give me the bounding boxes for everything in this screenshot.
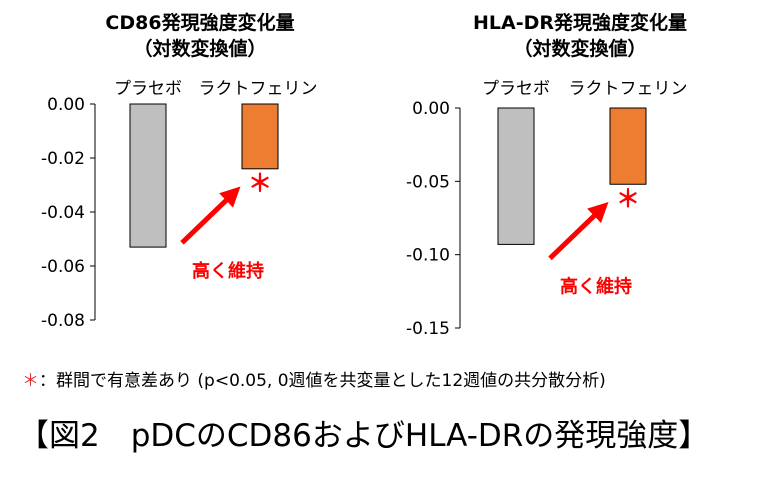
chart2-title-main: HLA-DR発現強度変化量: [472, 12, 687, 34]
category-label: ラクトフェリン: [199, 79, 318, 99]
annotation-label: 高く維持: [192, 260, 264, 282]
annotation-label: 高く維持: [560, 275, 632, 297]
category-label: プラセボ: [482, 79, 550, 99]
chart2-title-sub: （対数変換値）: [513, 38, 647, 60]
y-tick-label: -0.02: [41, 149, 85, 169]
arrow-icon: [180, 186, 241, 245]
bar-lactoferrin: [241, 103, 279, 170]
chart2-title: HLA-DR発現強度変化量 （対数変換値）: [440, 10, 720, 62]
bar-lactoferrin: [609, 107, 647, 185]
significance-star: ＊: [616, 184, 640, 212]
significance-star: ＊: [248, 169, 272, 197]
chart1-title: CD86発現強度変化量 （対数変換値）: [70, 10, 330, 62]
y-tick-label: -0.10: [406, 246, 450, 266]
y-tick-label: -0.15: [406, 319, 450, 339]
y-tick-label: -0.06: [41, 257, 85, 277]
chart1-title-sub: （対数変換値）: [133, 38, 267, 60]
bar-placebo: [129, 103, 167, 248]
y-tick-label: -0.08: [41, 311, 85, 331]
y-tick-label: -0.04: [41, 203, 85, 223]
category-label: ラクトフェリン: [569, 79, 688, 99]
bar-placebo: [497, 107, 535, 245]
y-tick-label: 0.00: [412, 99, 450, 119]
figure-caption: 【図2 pDCのCD86およびHLA-DRの発現強度】: [18, 418, 710, 454]
chart-hla-dr: 0.00 -0.05 -0.10 -0.15 プラセボ ラクトフェリン ＊ 高く維持: [406, 79, 688, 339]
y-tick-label: 0.00: [47, 95, 85, 115]
y-tick-label: -0.05: [406, 172, 450, 192]
footnote: ＊：群間で有意差あり (p<0.05, 0週値を共変量とした12週値の共分散分析…: [22, 366, 606, 391]
arrow-icon: [548, 202, 609, 261]
footnote-mark: ＊: [22, 371, 39, 391]
category-label: プラセボ: [114, 79, 182, 99]
chart-cd86: 0.00 -0.02 -0.04 -0.06 -0.08 プラセボ ラクトフェリン ＊ 高く維持: [41, 79, 318, 331]
chart1-title-main: CD86発現強度変化量: [105, 12, 295, 34]
footnote-text: ：群間で有意差あり (p<0.05, 0週値を共変量とした12週値の共分散分析): [39, 371, 606, 391]
